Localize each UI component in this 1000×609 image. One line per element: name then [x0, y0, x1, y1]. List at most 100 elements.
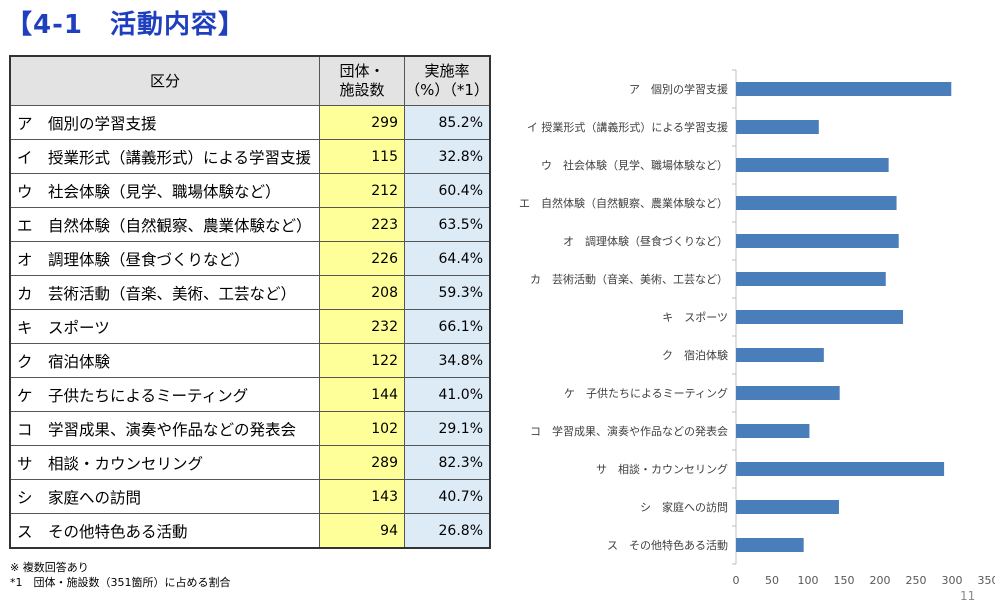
- chart-x-tick-label: 250: [906, 574, 927, 587]
- row-rate: 32.8%: [404, 139, 491, 174]
- row-count: 223: [319, 207, 405, 242]
- row-rate: 60.4%: [404, 173, 491, 208]
- chart-x-tick-label: 350: [978, 574, 996, 587]
- chart-x-tick-label: 200: [870, 574, 891, 587]
- chart-category-label: シ 家庭への訪問: [640, 500, 728, 514]
- row-rate: 85.2%: [404, 105, 491, 140]
- table-row: ケ 子供たちによるミーティング 144 41.0%: [9, 377, 491, 412]
- row-rate: 40.7%: [404, 479, 491, 514]
- row-count: 232: [319, 309, 405, 344]
- chart-category-label: ウ 社会体験（見学、職場体験など）: [541, 158, 728, 172]
- chart-x-tick-label: 100: [798, 574, 819, 587]
- header-count: 団体・ 施設数: [319, 55, 405, 106]
- chart-category-label: カ 芸術活動（音楽、美術、工芸など）: [530, 272, 728, 286]
- row-count: 208: [319, 275, 405, 310]
- row-category: オ 調理体験（昼食づくりなど）: [9, 241, 320, 276]
- row-count: 115: [319, 139, 405, 174]
- table-row: ア 個別の学習支援 299 85.2%: [9, 105, 491, 140]
- row-count: 289: [319, 445, 405, 480]
- row-category: イ 授業形式（講義形式）による学習支援: [9, 139, 320, 174]
- chart-x-tick-label: 300: [942, 574, 963, 587]
- row-rate: 64.4%: [404, 241, 491, 276]
- chart-bar: [736, 424, 810, 438]
- chart-x-tick-label: 50: [765, 574, 779, 587]
- row-category: ウ 社会体験（見学、職場体験など）: [9, 173, 320, 208]
- chart-bar: [736, 462, 945, 476]
- chart-bar: [736, 234, 899, 248]
- row-count: 143: [319, 479, 405, 514]
- table-row: イ 授業形式（講義形式）による学習支援 115 32.8%: [9, 139, 491, 174]
- chart-bar: [736, 348, 824, 362]
- row-category: エ 自然体験（自然観察、農業体験など）: [9, 207, 320, 242]
- header-rate-line2: （%）（*1）: [405, 81, 489, 99]
- row-rate: 29.1%: [404, 411, 491, 446]
- chart-category-label: エ 自然体験（自然観察、農業体験など）: [519, 196, 728, 210]
- page-title: 【4-1 活動内容】: [6, 10, 245, 40]
- row-count: 144: [319, 377, 405, 412]
- header-count-line2: 施設数: [339, 81, 385, 99]
- table-header-row: 区分 団体・ 施設数 実施率 （%）（*1）: [9, 55, 491, 106]
- table-row: キ スポーツ 232 66.1%: [9, 309, 491, 344]
- table-row: ク 宿泊体験 122 34.8%: [9, 343, 491, 378]
- chart-category-label: ア 個別の学習支援: [629, 82, 728, 96]
- chart-category-label: サ 相談・カウンセリング: [596, 462, 728, 476]
- footnote-rate-definition: *1 団体・施設数（351箇所）に占める割合: [10, 576, 231, 589]
- chart-bar: [736, 500, 839, 514]
- chart-category-label: イ 授業形式（講義形式）による学習支援: [527, 120, 728, 134]
- header-count-line1: 団体・: [339, 62, 385, 80]
- chart-category-label: ケ 子供たちによるミーティング: [564, 386, 728, 400]
- row-category: シ 家庭への訪問: [9, 479, 320, 514]
- chart-bar: [736, 272, 886, 286]
- chart-bar: [736, 158, 889, 172]
- header-category: 区分: [9, 55, 320, 106]
- row-count: 226: [319, 241, 405, 276]
- page-number: 11: [960, 589, 976, 603]
- row-category: コ 学習成果、演奏や作品などの発表会: [9, 411, 320, 446]
- row-category: ア 個別の学習支援: [9, 105, 320, 140]
- row-count: 94: [319, 513, 405, 549]
- row-category: キ スポーツ: [9, 309, 320, 344]
- row-rate: 66.1%: [404, 309, 491, 344]
- header-rate: 実施率 （%）（*1）: [404, 55, 491, 106]
- row-category: サ 相談・カウンセリング: [9, 445, 320, 480]
- row-rate: 59.3%: [404, 275, 491, 310]
- chart-category-label: オ 調理体験（昼食づくりなど）: [563, 234, 728, 248]
- row-rate: 34.8%: [404, 343, 491, 378]
- row-rate: 26.8%: [404, 513, 491, 549]
- chart-category-label: キ スポーツ: [662, 311, 728, 324]
- table-row: カ 芸術活動（音楽、美術、工芸など） 208 59.3%: [9, 275, 491, 310]
- table-row: オ 調理体験（昼食づくりなど） 226 64.4%: [9, 241, 491, 276]
- table-row: ス その他特色ある活動 94 26.8%: [9, 513, 491, 549]
- row-count: 102: [319, 411, 405, 446]
- row-rate: 41.0%: [404, 377, 491, 412]
- chart-category-label: ク 宿泊体験: [662, 348, 728, 362]
- header-rate-line1: 実施率: [424, 62, 470, 80]
- chart-bar: [736, 196, 897, 210]
- row-category: カ 芸術活動（音楽、美術、工芸など）: [9, 275, 320, 310]
- table-row: コ 学習成果、演奏や作品などの発表会 102 29.1%: [9, 411, 491, 446]
- chart-bar: [736, 120, 819, 134]
- chart-x-tick-label: 150: [834, 574, 855, 587]
- footnote-multiple-answers: ※ 複数回答あり: [10, 561, 89, 574]
- chart-category-label: ス その他特色ある活動: [607, 538, 728, 552]
- table-body: ア 個別の学習支援 299 85.2% イ 授業形式（講義形式）による学習支援 115 3…: [9, 105, 491, 549]
- chart-bar: [736, 82, 952, 96]
- chart-bar: [736, 538, 804, 552]
- row-rate: 63.5%: [404, 207, 491, 242]
- row-category: ク 宿泊体験: [9, 343, 320, 378]
- chart-bar: [736, 310, 904, 324]
- table-row: エ 自然体験（自然観察、農業体験など） 223 63.5%: [9, 207, 491, 242]
- row-category: ケ 子供たちによるミーティング: [9, 377, 320, 412]
- row-category: ス その他特色ある活動: [9, 513, 320, 549]
- chart-x-tick-label: 0: [733, 574, 740, 587]
- chart-bar: [736, 386, 840, 400]
- row-rate: 82.3%: [404, 445, 491, 480]
- table-row: シ 家庭への訪問 143 40.7%: [9, 479, 491, 514]
- row-count: 212: [319, 173, 405, 208]
- footnotes: ※ 複数回答あり *1 団体・施設数（351箇所）に占める割合: [10, 560, 231, 590]
- row-count: 299: [319, 105, 405, 140]
- table-row: サ 相談・カウンセリング 289 82.3%: [9, 445, 491, 480]
- table-row: ウ 社会体験（見学、職場体験など） 212 60.4%: [9, 173, 491, 208]
- row-count: 122: [319, 343, 405, 378]
